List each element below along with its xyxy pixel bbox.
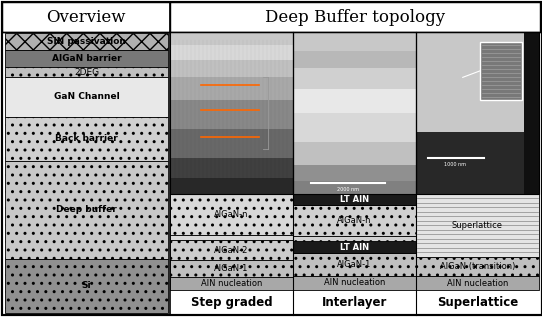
Bar [170, 32, 293, 45]
Text: Back barrier: Back barrier [55, 134, 118, 143]
Bar [416, 257, 539, 276]
Bar [293, 32, 416, 194]
Bar [293, 181, 416, 194]
Bar [170, 100, 293, 129]
Bar [293, 165, 416, 181]
Bar [293, 205, 416, 236]
Text: AlGaN-1: AlGaN-1 [337, 260, 372, 269]
Bar [170, 277, 293, 290]
Text: 1000 nm: 1000 nm [444, 162, 466, 167]
Bar [416, 133, 524, 194]
Text: AlGaN-1: AlGaN-1 [214, 264, 249, 273]
Bar [170, 178, 293, 194]
Bar [293, 194, 416, 205]
Bar [293, 113, 416, 142]
Bar [5, 259, 168, 313]
Text: AlGaN-2: AlGaN-2 [214, 246, 249, 255]
Bar [480, 42, 522, 100]
Bar [5, 50, 168, 68]
Text: 2DEG: 2DEG [74, 68, 99, 77]
Text: AlGaN-n: AlGaN-n [214, 210, 249, 219]
Text: Superlattice: Superlattice [452, 221, 503, 230]
Bar [524, 32, 539, 194]
Bar [293, 68, 416, 89]
Bar [293, 51, 416, 68]
Bar [170, 32, 293, 194]
Bar [170, 129, 293, 158]
Text: AlGaN barrier: AlGaN barrier [51, 54, 121, 63]
Bar [416, 32, 524, 133]
Bar [170, 261, 293, 277]
Bar [170, 235, 293, 240]
Bar [293, 242, 416, 253]
Text: Deep buffer: Deep buffer [56, 205, 117, 214]
Text: 2000 nm: 2000 nm [337, 187, 359, 192]
Bar [5, 33, 168, 50]
Text: LT AlN: LT AlN [340, 195, 369, 204]
Bar [170, 158, 293, 178]
Text: AlGaN-n: AlGaN-n [337, 216, 372, 225]
Text: SiN passivation: SiN passivation [47, 37, 126, 46]
Text: AlN nucleation: AlN nucleation [201, 279, 262, 288]
Bar [5, 161, 168, 259]
Bar [2, 2, 170, 32]
Bar [293, 275, 416, 290]
Text: Step graded: Step graded [191, 296, 272, 309]
Bar [170, 45, 293, 60]
Bar [416, 194, 539, 257]
Bar [293, 32, 416, 51]
Bar [5, 68, 168, 77]
Bar [170, 60, 293, 77]
Text: GaN Channel: GaN Channel [54, 92, 119, 101]
Bar [293, 236, 416, 242]
Text: AlN nucleation: AlN nucleation [447, 279, 508, 288]
Text: LT AlN: LT AlN [340, 243, 369, 252]
Bar [170, 240, 293, 261]
Bar [5, 77, 168, 117]
Bar [293, 142, 416, 165]
Text: Superlattice: Superlattice [437, 296, 518, 309]
Bar [170, 2, 540, 32]
Text: Overview: Overview [46, 9, 126, 25]
Text: AlN nucleation: AlN nucleation [324, 278, 385, 287]
Text: Deep Buffer topology: Deep Buffer topology [265, 9, 445, 25]
Bar [293, 253, 416, 275]
Bar [416, 276, 539, 290]
Text: Interlayer: Interlayer [322, 296, 387, 309]
Text: Si: Si [82, 281, 91, 290]
Bar [416, 32, 539, 194]
Bar [5, 117, 168, 161]
Bar [293, 89, 416, 113]
Bar [170, 194, 293, 235]
Bar [170, 77, 293, 100]
Text: AlGaN (transition): AlGaN (transition) [440, 262, 515, 271]
